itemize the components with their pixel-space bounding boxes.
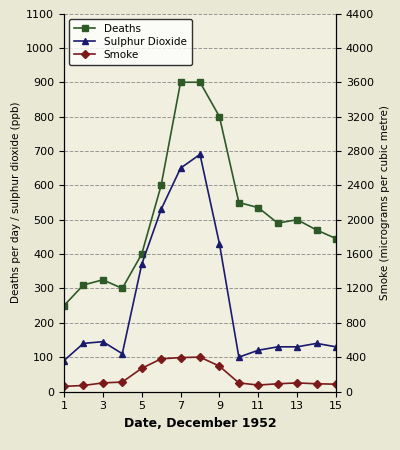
Smoke bbox=[236, 380, 241, 386]
Sulphur Dioxide bbox=[178, 166, 183, 171]
Sulphur Dioxide bbox=[217, 241, 222, 247]
Sulphur Dioxide bbox=[314, 341, 319, 346]
Deaths bbox=[198, 80, 202, 85]
Deaths bbox=[178, 80, 183, 85]
Deaths bbox=[314, 227, 319, 233]
Sulphur Dioxide bbox=[275, 344, 280, 350]
Line: Smoke: Smoke bbox=[61, 354, 339, 389]
Legend: Deaths, Sulphur Dioxide, Smoke: Deaths, Sulphur Dioxide, Smoke bbox=[69, 19, 192, 65]
Deaths bbox=[275, 220, 280, 226]
Sulphur Dioxide bbox=[159, 207, 164, 212]
Deaths bbox=[159, 183, 164, 188]
Smoke bbox=[139, 365, 144, 371]
Smoke bbox=[256, 382, 261, 388]
Sulphur Dioxide bbox=[236, 355, 241, 360]
Sulphur Dioxide bbox=[120, 351, 125, 356]
Sulphur Dioxide bbox=[334, 344, 338, 350]
Smoke bbox=[62, 384, 66, 389]
Sulphur Dioxide bbox=[100, 339, 105, 344]
Sulphur Dioxide bbox=[256, 347, 261, 353]
Line: Deaths: Deaths bbox=[61, 80, 339, 308]
Smoke bbox=[334, 382, 338, 387]
Sulphur Dioxide bbox=[295, 344, 300, 350]
Deaths bbox=[139, 252, 144, 257]
Smoke bbox=[275, 381, 280, 387]
Deaths bbox=[81, 282, 86, 288]
Smoke bbox=[159, 356, 164, 361]
Smoke bbox=[198, 355, 202, 360]
Sulphur Dioxide bbox=[139, 261, 144, 267]
Deaths bbox=[100, 277, 105, 283]
Sulphur Dioxide bbox=[81, 341, 86, 346]
Deaths bbox=[62, 303, 66, 308]
Y-axis label: Deaths per day / sulphur dioxide (ppb): Deaths per day / sulphur dioxide (ppb) bbox=[11, 102, 21, 303]
Smoke bbox=[295, 380, 300, 386]
Smoke bbox=[81, 383, 86, 388]
Smoke bbox=[314, 381, 319, 387]
Deaths bbox=[236, 200, 241, 205]
Deaths bbox=[120, 286, 125, 291]
Line: Sulphur Dioxide: Sulphur Dioxide bbox=[60, 151, 340, 364]
Smoke bbox=[217, 364, 222, 369]
Smoke bbox=[178, 355, 183, 360]
Deaths bbox=[217, 114, 222, 119]
Deaths bbox=[256, 205, 261, 210]
Smoke bbox=[120, 379, 125, 385]
Y-axis label: Smoke (micrograms per cubic metre): Smoke (micrograms per cubic metre) bbox=[380, 105, 390, 300]
Sulphur Dioxide bbox=[62, 358, 66, 363]
Sulphur Dioxide bbox=[198, 152, 202, 157]
X-axis label: Date, December 1952: Date, December 1952 bbox=[124, 417, 276, 430]
Deaths bbox=[295, 217, 300, 222]
Deaths bbox=[334, 236, 338, 241]
Smoke bbox=[100, 380, 105, 386]
